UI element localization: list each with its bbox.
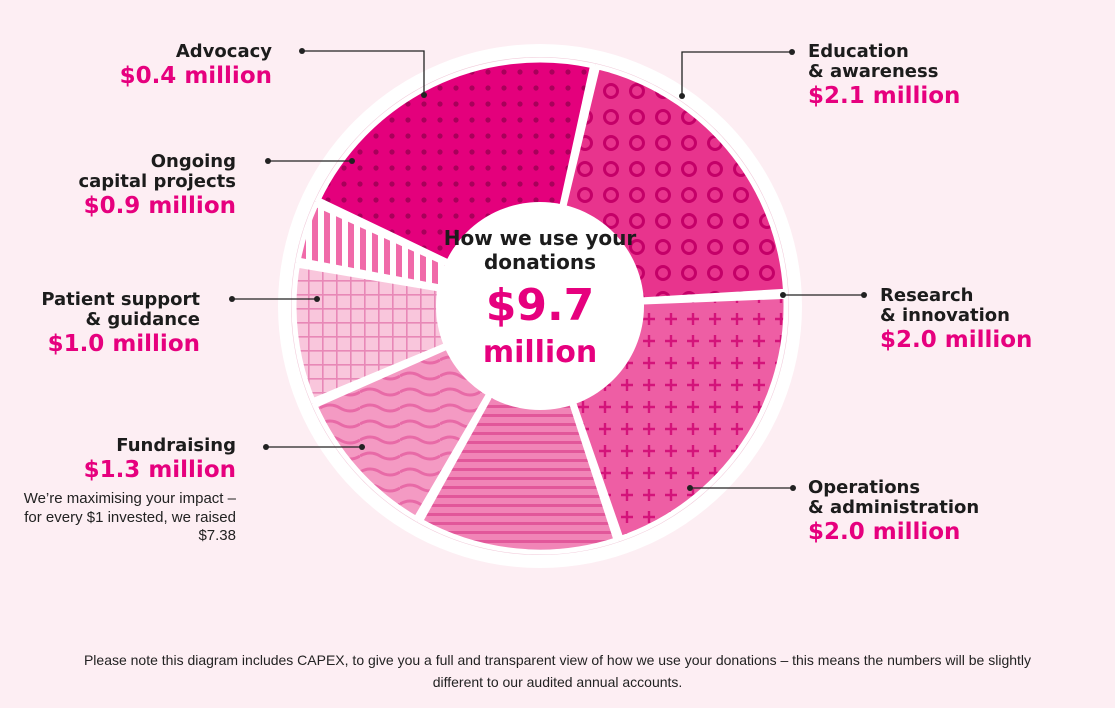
leader-dot-operations-end — [687, 485, 693, 491]
chart-center-title: How we use your donations — [443, 226, 637, 274]
leader-dot-operations-start — [790, 485, 796, 491]
slice-name-patient: & guidance — [85, 309, 200, 331]
slice-name-research: & innovation — [880, 305, 1010, 327]
slice-name-education: Education — [808, 41, 909, 62]
slice-amount-research: $2.0 million — [880, 327, 1033, 354]
slice-amount-education: $2.1 million — [808, 83, 961, 110]
leader-dot-capital-end — [349, 158, 355, 164]
pie-center — [436, 202, 644, 410]
footnote: Please note this diagram includes CAPEX,… — [83, 652, 1032, 690]
leader-dot-advocacy-start — [299, 48, 305, 54]
chart-center-total: $9.7 — [485, 280, 595, 331]
leader-dot-fundraising-end — [359, 444, 365, 450]
slice-name-education: & awareness — [808, 61, 939, 83]
slice-name-research: Research — [880, 285, 974, 306]
label-capital: Ongoing capital projects $0.9 million — [20, 151, 236, 220]
leader-dot-patient-end — [314, 296, 320, 302]
label-research: Research & innovation $2.0 million — [880, 285, 1033, 354]
slice-name-operations: Operations — [808, 477, 921, 498]
slice-name-operations: & administration — [808, 497, 980, 519]
label-operations: Operations & administration $2.0 million — [808, 477, 980, 546]
slice-amount-patient: $1.0 million — [47, 331, 200, 358]
slice-amount-capital: $0.9 million — [83, 193, 236, 220]
slice-amount-advocacy: $0.4 million — [119, 63, 272, 90]
slice-name-patient: Patient support — [41, 289, 200, 310]
leader-dot-fundraising-start — [263, 444, 269, 450]
leader-dot-patient-start — [229, 296, 235, 302]
slice-note-fundraising: We’re maximising your impact – for every… — [23, 489, 236, 545]
leader-line-education — [681, 51, 792, 96]
leader-dot-advocacy-end — [421, 92, 427, 98]
slice-amount-fundraising: $1.3 million — [83, 457, 236, 484]
leader-dot-research-end — [780, 292, 786, 298]
leader-line-advocacy — [302, 50, 425, 95]
slice-amount-operations: $2.0 million — [808, 519, 961, 546]
slice-name-advocacy: Advocacy — [175, 41, 272, 62]
slice-name-fundraising: Fundraising — [116, 435, 236, 456]
slice-name-capital: Ongoing — [150, 151, 236, 172]
leader-dot-capital-start — [265, 158, 271, 164]
label-fundraising: Fundraising $1.3 million We’re maximising … — [20, 435, 236, 546]
leader-dot-research-start — [861, 292, 867, 298]
label-education: Education & awareness $2.1 million — [808, 41, 961, 110]
slice-name-capital: capital projects — [78, 171, 236, 193]
chart-center-unit: million — [482, 335, 598, 370]
leader-dot-education-start — [789, 49, 795, 55]
label-patient: Patient support & guidance $1.0 million — [20, 289, 200, 358]
leader-dot-education-end — [679, 93, 685, 99]
label-advocacy: Advocacy $0.4 million — [20, 41, 272, 90]
